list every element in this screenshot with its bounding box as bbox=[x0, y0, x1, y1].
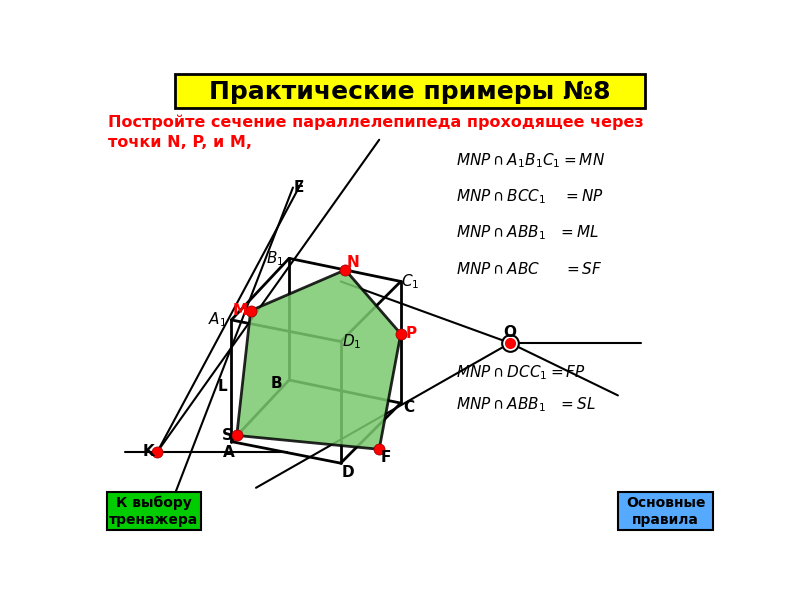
Text: Практические примеры №8: Практические примеры №8 bbox=[210, 80, 610, 104]
Text: L: L bbox=[218, 379, 227, 394]
Text: C: C bbox=[403, 400, 414, 415]
Text: $MNP \cap ABB_1 \;\;\; = ML$: $MNP \cap ABB_1 \;\;\; = ML$ bbox=[456, 224, 599, 242]
Text: $C_1$: $C_1$ bbox=[401, 272, 419, 291]
Text: $A_1$: $A_1$ bbox=[208, 311, 227, 329]
Text: Основные
правила: Основные правила bbox=[626, 496, 706, 527]
Text: P: P bbox=[406, 326, 417, 341]
Text: $MNP \cap ABB_1 \;\;\; = SL$: $MNP \cap ABB_1 \;\;\; = SL$ bbox=[456, 395, 596, 414]
Text: $B_1$: $B_1$ bbox=[266, 249, 284, 268]
FancyBboxPatch shape bbox=[175, 74, 645, 108]
Text: B: B bbox=[271, 376, 282, 391]
Text: F: F bbox=[380, 449, 390, 464]
Text: E: E bbox=[294, 180, 304, 195]
Text: Постройте сечение параллелепипеда проходящее через
точки N, P, и M,: Постройте сечение параллелепипеда проход… bbox=[108, 115, 644, 149]
Text: O: O bbox=[504, 325, 517, 340]
Text: $MNP \cap DCC_1 = FP$: $MNP \cap DCC_1 = FP$ bbox=[456, 363, 586, 382]
Text: D: D bbox=[342, 465, 354, 480]
Text: $MNP \cap BCC_1 \;\;\;\; = NP$: $MNP \cap BCC_1 \;\;\;\; = NP$ bbox=[456, 187, 604, 206]
Text: $MNP \cap ABC \;\;\;\;\;\; = SF$: $MNP \cap ABC \;\;\;\;\;\; = SF$ bbox=[456, 261, 602, 277]
Text: $MNP \cap A_1B_1C_1 = MN$: $MNP \cap A_1B_1C_1 = MN$ bbox=[456, 151, 606, 170]
Text: A: A bbox=[223, 445, 235, 460]
Text: $D_1$: $D_1$ bbox=[342, 332, 362, 351]
FancyBboxPatch shape bbox=[618, 493, 714, 530]
Text: S: S bbox=[222, 428, 233, 443]
Text: N: N bbox=[346, 254, 359, 269]
Text: K: K bbox=[142, 444, 154, 459]
Text: К выбору
тренажера: К выбору тренажера bbox=[109, 496, 198, 527]
Polygon shape bbox=[237, 270, 401, 449]
Text: M: M bbox=[232, 303, 247, 318]
FancyBboxPatch shape bbox=[106, 493, 201, 530]
